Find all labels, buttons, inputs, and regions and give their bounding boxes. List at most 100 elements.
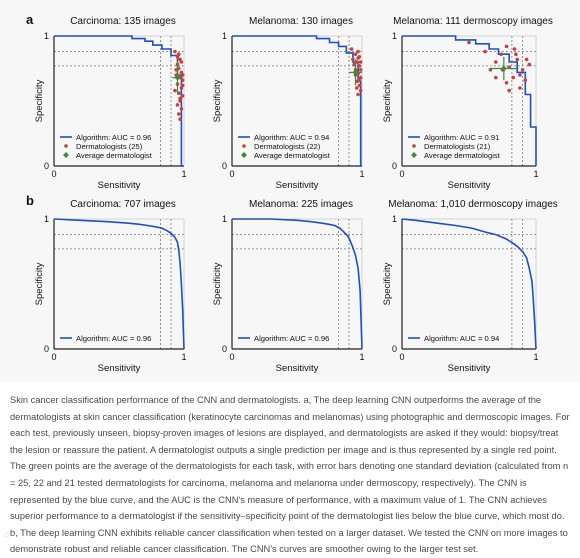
legend-entry: Algorithm: AUC = 0.96: [76, 133, 151, 142]
dermatologist-point: [180, 78, 185, 82]
dermatologist-point: [180, 94, 185, 98]
roc-panel-6: Melanoma: 1,010 dermoscopy images 0 1 0 1 Sen…: [382, 199, 558, 374]
dermatologist-point: [523, 78, 528, 82]
legend-entry: Average dermatologist: [76, 151, 153, 160]
dermatologist-point: [349, 47, 354, 51]
dermatologist-point: [178, 96, 182, 101]
dermatologist-point: [357, 83, 362, 88]
x-axis-label: Sensitivity: [98, 363, 141, 374]
dermatologist-point: [494, 75, 498, 80]
legend-entry: Dermatologists (21): [424, 142, 491, 151]
x-tick-label: 1: [359, 169, 364, 179]
x-tick-label: 0: [51, 169, 56, 179]
average-dermatologist-point: [500, 65, 507, 72]
legend-entry: Algorithm: AUC = 0.96: [254, 334, 329, 343]
legend-dot-marker: [242, 144, 246, 148]
legend-entry: Algorithm: AUC = 0.96: [76, 334, 151, 343]
dermatologist-point: [173, 49, 177, 54]
x-tick-label: 1: [533, 352, 538, 362]
y-tick-label: 0: [44, 344, 49, 354]
chart-title: Melanoma: 1,010 dermoscopy images: [388, 199, 558, 210]
dermatologist-point: [356, 92, 360, 97]
x-tick-label: 0: [229, 169, 234, 179]
roc-panel-5: Melanoma: 225 images 0 1 0 1 Sensitivity Speci…: [212, 199, 365, 374]
y-tick-label: 0: [392, 344, 397, 354]
dermatologist-point: [518, 86, 522, 90]
x-tick-label: 1: [533, 169, 538, 179]
y-tick-label: 0: [44, 161, 49, 171]
plot-frame: [53, 218, 185, 350]
roc-curve: [53, 218, 185, 350]
x-tick-label: 0: [399, 169, 404, 179]
figure-caption: Skin cancer classification performance o…: [10, 395, 570, 555]
panel-label-a: a: [26, 12, 34, 27]
x-tick-label: 1: [181, 352, 186, 362]
dermatologist-point: [358, 68, 363, 72]
dermatologist-point: [494, 60, 498, 64]
dermatologist-point: [178, 117, 182, 121]
dermatologist-point: [177, 52, 181, 56]
legend-diamond-marker: [63, 152, 69, 158]
dermatologist-point: [514, 52, 518, 56]
roc-curve: [54, 35, 184, 167]
dermatologist-point: [357, 78, 362, 82]
legend-entry: Algorithm: AUC = 0.94: [424, 334, 499, 343]
y-axis-label: Specificity: [212, 79, 223, 122]
x-axis-label: Sensitivity: [276, 363, 319, 374]
chart-title: Melanoma: 225 images: [249, 199, 353, 210]
dermatologist-point: [356, 49, 360, 54]
x-tick-label: 1: [359, 352, 364, 362]
roc-panel-3: Melanoma: 111 dermoscopy images 0 1 0 1 Sensi…: [382, 16, 553, 191]
roc-panel-2: Melanoma: 130 images 0 1 0 1 Sensitivity Speci…: [212, 16, 365, 191]
y-tick-label: 1: [222, 31, 227, 41]
dermatologist-point: [524, 57, 529, 62]
dermatologist-point: [180, 83, 185, 88]
chart-title: Melanoma: 111 dermoscopy images: [393, 16, 553, 27]
plot-frame: [401, 218, 537, 350]
legend-dot-marker: [64, 144, 68, 148]
dermatologist-point: [358, 60, 363, 64]
legend-diamond-marker: [241, 152, 247, 158]
x-tick-label: 0: [229, 352, 234, 362]
y-axis-label: Specificity: [212, 262, 223, 305]
chart-title: Melanoma: 130 images: [249, 16, 353, 27]
y-tick-label: 1: [44, 31, 49, 41]
y-tick-label: 0: [222, 161, 227, 171]
y-tick-label: 1: [222, 214, 227, 224]
average-dermatologist-point: [174, 74, 181, 81]
panel-label-b: b: [26, 193, 34, 208]
dermatologist-point: [520, 68, 525, 72]
legend-entry: Average dermatologist: [254, 151, 331, 160]
dermatologist-point: [467, 40, 471, 45]
y-tick-label: 1: [392, 31, 397, 41]
y-tick-label: 1: [392, 214, 397, 224]
roc-curve: [402, 35, 537, 166]
dermatologist-point: [507, 88, 512, 93]
chart-title: Carcinoma: 135 images: [70, 16, 176, 27]
dermatologist-point: [358, 88, 363, 93]
x-axis-label: Sensitivity: [448, 363, 491, 374]
y-tick-label: 0: [222, 344, 227, 354]
x-axis-label: Sensitivity: [276, 180, 319, 191]
y-axis-label: Specificity: [382, 79, 393, 122]
legend-dot-marker: [412, 144, 416, 148]
dermatologist-point: [515, 57, 520, 62]
legend-entry: Algorithm: AUC = 0.91: [424, 133, 499, 142]
y-axis-label: Specificity: [382, 262, 393, 305]
dermatologist-point: [357, 64, 362, 68]
dermatologist-point: [504, 81, 509, 85]
dermatologist-point: [353, 52, 358, 56]
roc-curve: [401, 218, 537, 350]
dermatologist-point: [499, 52, 503, 56]
x-axis-label: Sensitivity: [98, 180, 141, 191]
dermatologist-point: [351, 57, 355, 62]
average-dermatologist-point: [352, 69, 359, 76]
dermatologist-point: [180, 73, 185, 77]
dermatologist-point: [518, 73, 522, 77]
plot-frame: [231, 218, 363, 350]
dermatologist-point: [357, 55, 362, 59]
roc-panel-4: Carcinoma: 707 images 0 1 0 1 Sensitivity Spec…: [34, 199, 187, 374]
y-tick-label: 0: [392, 161, 397, 171]
dermatologist-point: [512, 47, 517, 51]
roc-figure: a b Carcinoma: 135 images 0 1 0 1 Sensitivity…: [26, 12, 558, 374]
